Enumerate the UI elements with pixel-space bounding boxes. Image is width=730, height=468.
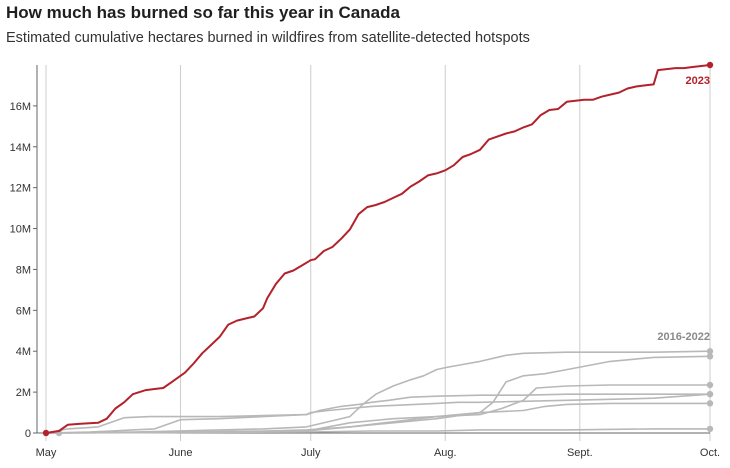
series-end-dot	[706, 381, 714, 389]
x-tick-label: Sept.	[567, 447, 593, 459]
x-axis-ticks: May June July Aug. Sept. Oct.	[36, 447, 720, 459]
series-line-2023	[45, 64, 711, 434]
y-tick-label: 14M	[10, 142, 31, 154]
context-series-group	[45, 348, 714, 437]
highlight-series-group	[42, 61, 714, 437]
highlight-series-label: 2023	[686, 75, 710, 87]
context-series-label: 2016-2022	[657, 331, 710, 343]
series-labels: 2023 2016-2022	[657, 75, 710, 343]
y-tick-label: 8M	[16, 264, 31, 276]
series-line-context	[45, 384, 710, 434]
y-tick-label: 0	[25, 428, 31, 440]
y-axis-ticks: 0 2M 4M 6M 8M 10M 12M 14M 16M	[10, 101, 37, 440]
series-line-context	[45, 393, 710, 434]
series-line-context	[45, 402, 710, 434]
series-end-dot	[706, 425, 714, 433]
series-end-dot	[706, 61, 714, 69]
y-tick-label: 2M	[16, 387, 31, 399]
series-line-context	[45, 355, 711, 434]
series-line-context	[45, 350, 711, 434]
y-tick-label: 10M	[10, 224, 31, 236]
y-tick-label: 12M	[10, 183, 31, 195]
series-line-context	[45, 428, 710, 434]
series-start-dot	[42, 429, 50, 437]
chart-title: How much has burned so far this year in …	[6, 3, 400, 22]
grid-lines	[36, 65, 711, 441]
x-tick-label: June	[169, 447, 193, 459]
series-line-context	[45, 393, 711, 434]
y-tick-label: 16M	[10, 101, 31, 113]
series-end-dot	[706, 390, 714, 398]
y-tick-label: 4M	[16, 346, 31, 358]
series-end-dot	[706, 353, 714, 360]
x-tick-label: July	[301, 447, 321, 459]
y-tick-label: 6M	[16, 305, 31, 317]
x-tick-label: Oct.	[700, 447, 720, 459]
series-end-dot	[706, 400, 714, 407]
chart-subtitle: Estimated cumulative hectares burned in …	[6, 30, 530, 46]
x-tick-label: May	[36, 447, 57, 459]
x-tick-label: Aug.	[434, 447, 457, 459]
series-end-dot	[706, 348, 714, 355]
